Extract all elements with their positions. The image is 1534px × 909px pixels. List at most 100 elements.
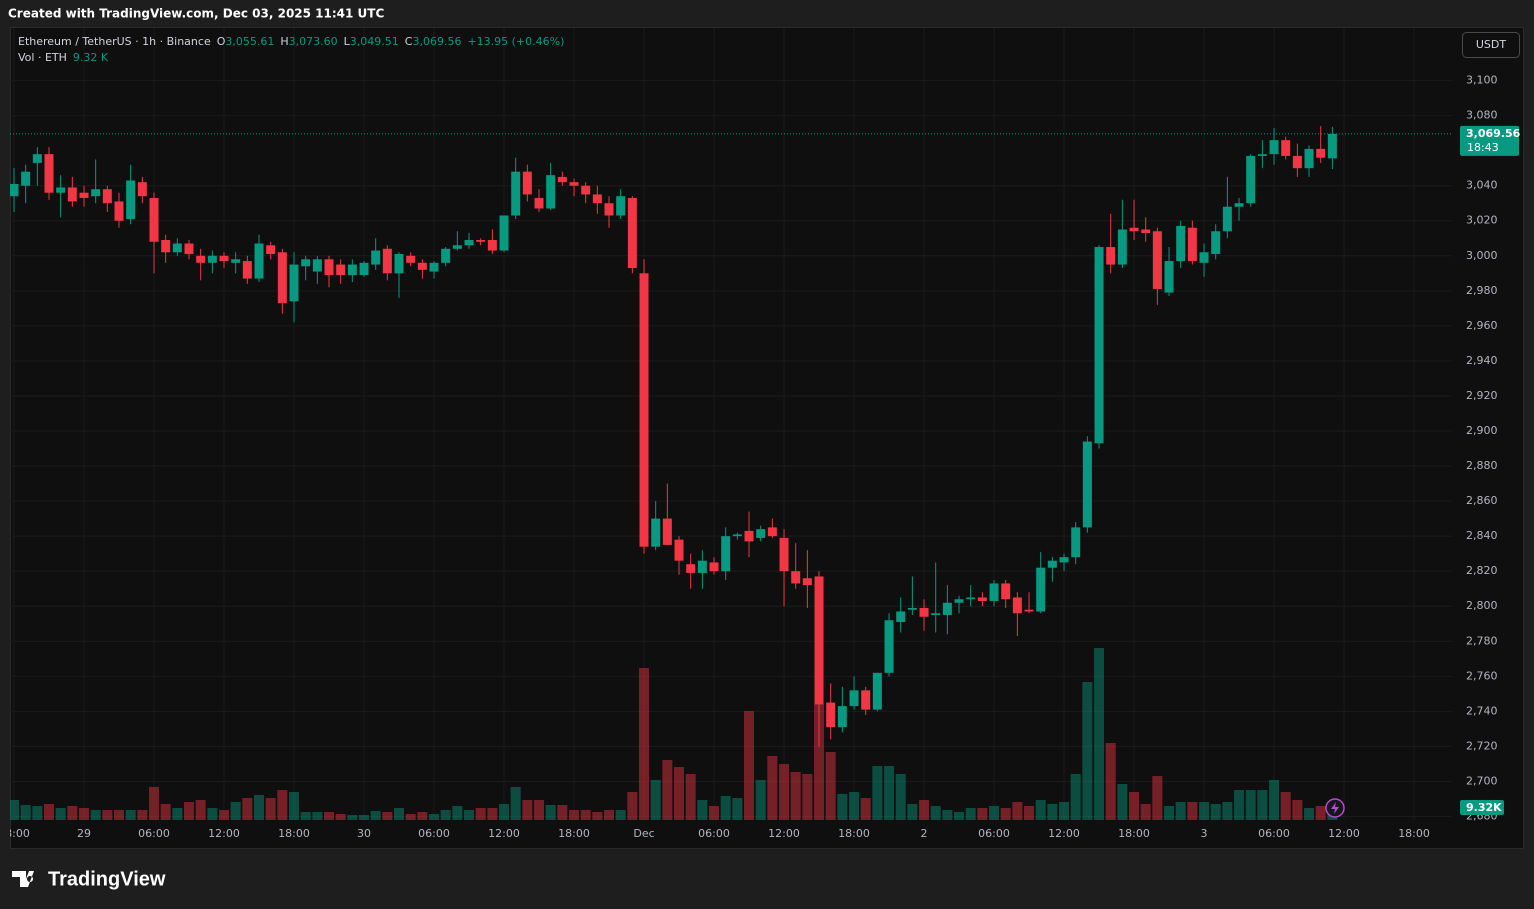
candle-body xyxy=(966,597,976,600)
x-tick-label: 06:00 xyxy=(978,827,1010,840)
candle-body xyxy=(791,571,801,584)
candle-body xyxy=(476,240,486,242)
candle-body xyxy=(149,197,159,242)
y-tick-label: 2,860 xyxy=(1466,494,1498,507)
candle-body xyxy=(1036,567,1046,612)
x-tick-label: Dec xyxy=(633,827,654,840)
y-tick-label: 3,080 xyxy=(1466,109,1498,122)
x-tick-label: 12:00 xyxy=(208,827,240,840)
volume-bar xyxy=(1129,792,1140,820)
candle-body xyxy=(744,530,754,542)
volume-value: 9.32 K xyxy=(72,51,109,64)
volume-bar xyxy=(627,792,638,820)
candle-body xyxy=(1281,140,1291,156)
candle-body xyxy=(1117,229,1127,265)
candle-body xyxy=(861,690,871,710)
candle-body xyxy=(896,611,906,622)
low-key: L xyxy=(343,35,350,48)
volume-bar xyxy=(1234,790,1245,820)
y-tick-label: 2,980 xyxy=(1466,284,1498,297)
y-tick-label: 2,940 xyxy=(1466,354,1498,367)
y-tick-label: 2,740 xyxy=(1466,704,1498,717)
x-tick-label: 18:00 xyxy=(0,827,30,840)
candle-body xyxy=(709,562,719,572)
x-tick-label: 06:00 xyxy=(138,827,170,840)
high-key: H xyxy=(280,35,289,48)
open-value: 3,055.61 xyxy=(225,35,275,48)
volume-bar xyxy=(1304,808,1315,820)
y-tick-label: 2,800 xyxy=(1466,599,1498,612)
volume-bar xyxy=(744,711,755,820)
x-tick-label: 18:00 xyxy=(558,827,590,840)
candle-body xyxy=(756,529,766,538)
candle-body xyxy=(44,154,54,193)
x-tick-label: 18:00 xyxy=(838,827,870,840)
candle-body xyxy=(429,262,439,272)
candle-body xyxy=(1187,227,1197,262)
candle-body xyxy=(814,576,824,705)
volume-bar xyxy=(534,800,545,820)
volume-bar xyxy=(1024,806,1035,820)
volume-bar xyxy=(300,812,311,820)
alert-bolt xyxy=(1331,802,1339,814)
candle-body xyxy=(627,197,637,269)
y-tick-label: 2,720 xyxy=(1466,739,1498,752)
y-tick-label: 2,880 xyxy=(1466,459,1498,472)
x-tick-label: 18:00 xyxy=(1398,827,1430,840)
candle-body xyxy=(1257,154,1267,156)
volume-bar xyxy=(1210,804,1221,820)
candle-body xyxy=(102,189,112,204)
candle-body xyxy=(1292,155,1302,169)
candle-body xyxy=(1199,252,1209,263)
candle-body xyxy=(359,262,369,276)
candle-body xyxy=(1141,229,1151,234)
x-tick-label: 18:00 xyxy=(1118,827,1150,840)
volume-bar xyxy=(650,780,661,820)
volume-bar xyxy=(324,812,335,820)
y-tick-label: 3,100 xyxy=(1466,74,1498,87)
volume-bar xyxy=(884,766,895,820)
close-key: C xyxy=(404,35,413,48)
x-tick-label: 06:00 xyxy=(698,827,730,840)
candle-body xyxy=(242,261,252,279)
candle-body xyxy=(1071,527,1081,558)
candle-body xyxy=(277,252,287,304)
candle-body xyxy=(884,620,894,673)
candle-body xyxy=(1094,247,1104,444)
volume-bar xyxy=(382,812,393,820)
volume-bar xyxy=(779,764,790,820)
candle-body xyxy=(91,189,101,197)
volume-bar xyxy=(1094,648,1105,820)
brand-logo xyxy=(12,871,34,887)
volume-bar xyxy=(32,806,43,820)
volume-bar xyxy=(685,774,696,820)
volume-bar xyxy=(1257,790,1268,820)
candle-body xyxy=(1222,206,1232,232)
candle-body xyxy=(721,536,731,572)
candle-body xyxy=(674,539,684,561)
x-tick-label: 12:00 xyxy=(1048,827,1080,840)
volume-bar xyxy=(1164,806,1175,820)
volume-bar xyxy=(1292,800,1303,820)
volume-bar xyxy=(1070,774,1081,820)
volume-bar xyxy=(79,808,90,820)
volume-bar xyxy=(90,810,101,820)
volume-bar xyxy=(1082,682,1093,820)
volume-bar xyxy=(20,805,31,820)
candle-body xyxy=(394,254,404,274)
volume-bar xyxy=(697,800,708,820)
volume-bar xyxy=(720,796,731,820)
volume-bar xyxy=(954,812,965,820)
volume-bar xyxy=(919,800,930,820)
currency-button[interactable] xyxy=(1462,32,1520,58)
volume-bar xyxy=(1222,802,1233,820)
candle-body xyxy=(499,215,509,251)
candle-body xyxy=(417,262,427,270)
volume-bar xyxy=(907,804,918,820)
volume-bar xyxy=(230,802,241,820)
volume-bar xyxy=(580,810,591,820)
candle-body xyxy=(697,560,707,573)
volume-bar xyxy=(312,812,323,820)
volume-bar xyxy=(604,810,615,820)
candle-body xyxy=(534,197,544,209)
